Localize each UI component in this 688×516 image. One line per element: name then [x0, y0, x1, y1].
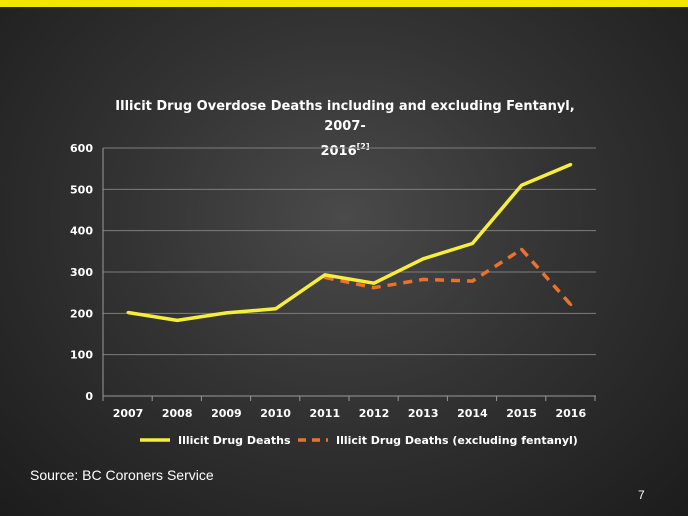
y-tick-label: 600	[70, 142, 93, 155]
grid-layer	[103, 147, 596, 356]
data-point	[372, 286, 376, 290]
x-tick-label: 2009	[211, 407, 242, 420]
legend-label: Illicit Drug Deaths (excluding fentanyl)	[336, 434, 578, 447]
y-tick-label: 100	[70, 349, 93, 362]
x-tick-label: 2011	[309, 407, 340, 420]
data-point	[224, 311, 228, 315]
data-point	[520, 247, 524, 251]
series-line-excluding-fentanyl	[324, 247, 573, 306]
top-accent-bar	[0, 0, 688, 7]
chart-title-reference: [2]	[356, 142, 370, 151]
x-tick-label: 2015	[506, 407, 537, 420]
data-point	[372, 281, 376, 285]
x-tick-label: 2016	[555, 407, 586, 420]
data-point	[323, 273, 327, 277]
axis-layer: 0 100 200 300 400 500 600 2007 2008 2009 2010 2011 2…	[70, 142, 596, 420]
x-tick-label: 2014	[457, 407, 488, 420]
legend: Illicit Drug Deaths Illicit Drug Deaths (…	[140, 434, 578, 447]
data-point	[421, 277, 425, 281]
x-tick-label: 2012	[359, 407, 390, 420]
legend-label: Illicit Drug Deaths	[178, 434, 291, 447]
data-point	[470, 241, 474, 245]
page-number: 7	[638, 488, 645, 502]
data-point	[470, 279, 474, 283]
data-point	[175, 318, 179, 322]
y-tick-label: 500	[70, 183, 93, 196]
series-line-illicit-drug-deaths	[127, 162, 572, 323]
x-tick-label: 2007	[113, 407, 144, 420]
y-tick-label: 200	[70, 307, 93, 320]
x-tick-label: 2008	[162, 407, 193, 420]
x-tick-label: 2013	[408, 407, 439, 420]
y-tick-label: 400	[70, 225, 93, 238]
chart-title-line1: Illicit Drug Overdose Deaths including a…	[115, 99, 575, 134]
y-tick-label: 300	[70, 266, 93, 279]
data-point	[126, 311, 130, 315]
data-point	[569, 303, 573, 307]
data-point	[520, 183, 524, 187]
series-layer	[126, 162, 573, 323]
data-point	[569, 163, 573, 167]
y-tick-label: 0	[85, 390, 93, 403]
data-point	[421, 257, 425, 261]
data-point	[274, 307, 278, 311]
source-note: Source: BC Coroners Service	[30, 467, 214, 483]
x-tick-label: 2010	[260, 407, 291, 420]
